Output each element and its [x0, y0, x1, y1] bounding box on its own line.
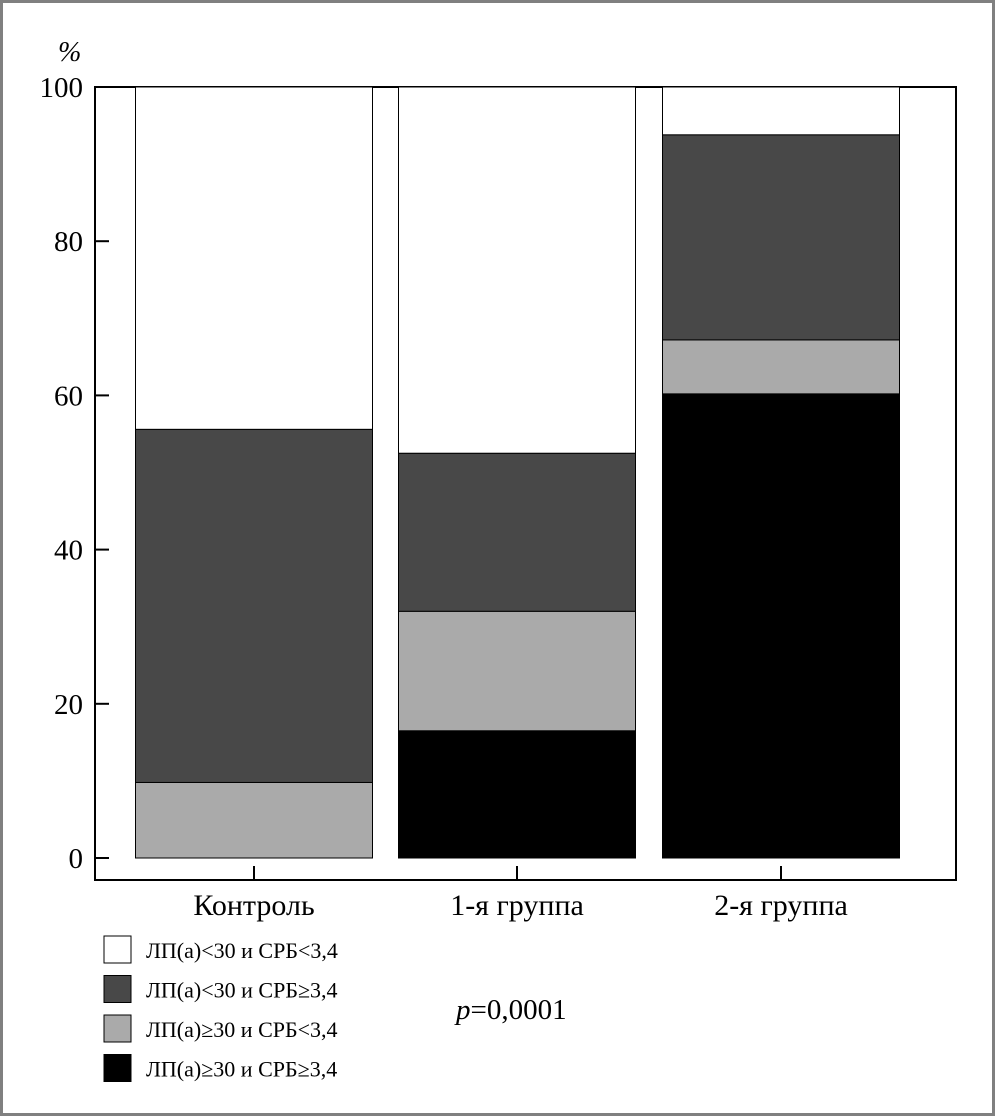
- bar-segment: [398, 86, 636, 454]
- legend-swatch: [103, 1014, 132, 1043]
- bar-segment: [398, 452, 636, 612]
- bar-segment: [662, 86, 900, 136]
- legend-label: ЛП(а)<30 и СРБ≥3,4: [146, 978, 338, 1003]
- legend-label: ЛП(а)≥30 и СРБ<3,4: [146, 1017, 338, 1042]
- bar-segment: [398, 730, 636, 859]
- x-category-label: 1-я группа: [450, 889, 584, 922]
- bar-segment: [135, 86, 373, 430]
- legend-label: ЛП(а)<30 и СРБ<3,4: [146, 938, 338, 963]
- legend-swatch: [103, 935, 132, 964]
- y-unit-label: %: [58, 37, 81, 68]
- p-value-symbol: p: [454, 994, 471, 1026]
- legend-label: ЛП(а)≥30 и СРБ≥3,4: [146, 1057, 337, 1082]
- p-value-number: =0,0001: [471, 994, 567, 1026]
- legend-swatch: [103, 975, 132, 1003]
- y-tick-label: 100: [40, 72, 84, 104]
- y-tick-label: 40: [54, 535, 83, 567]
- y-tick-label: 60: [54, 380, 83, 412]
- stacked-bar-chart: 0 20 40 60 80 100 Контроль 1-я группа 2-я групп…: [40, 37, 957, 1082]
- x-category-label: Контроль: [193, 889, 314, 922]
- legend-swatch: [103, 1054, 132, 1082]
- y-tick-label: 20: [54, 689, 83, 721]
- bar-segment: [662, 134, 900, 341]
- x-category-label: 2-я группа: [714, 889, 848, 922]
- bar-segment: [662, 393, 900, 859]
- p-value-annotation: p=0,0001: [454, 994, 567, 1026]
- bar-segment: [398, 610, 636, 732]
- bar-segment: [662, 339, 900, 395]
- y-tick-label: 0: [69, 843, 84, 875]
- bar-segment: [135, 428, 373, 783]
- bar-segment: [135, 781, 373, 859]
- y-tick-label: 80: [54, 226, 83, 258]
